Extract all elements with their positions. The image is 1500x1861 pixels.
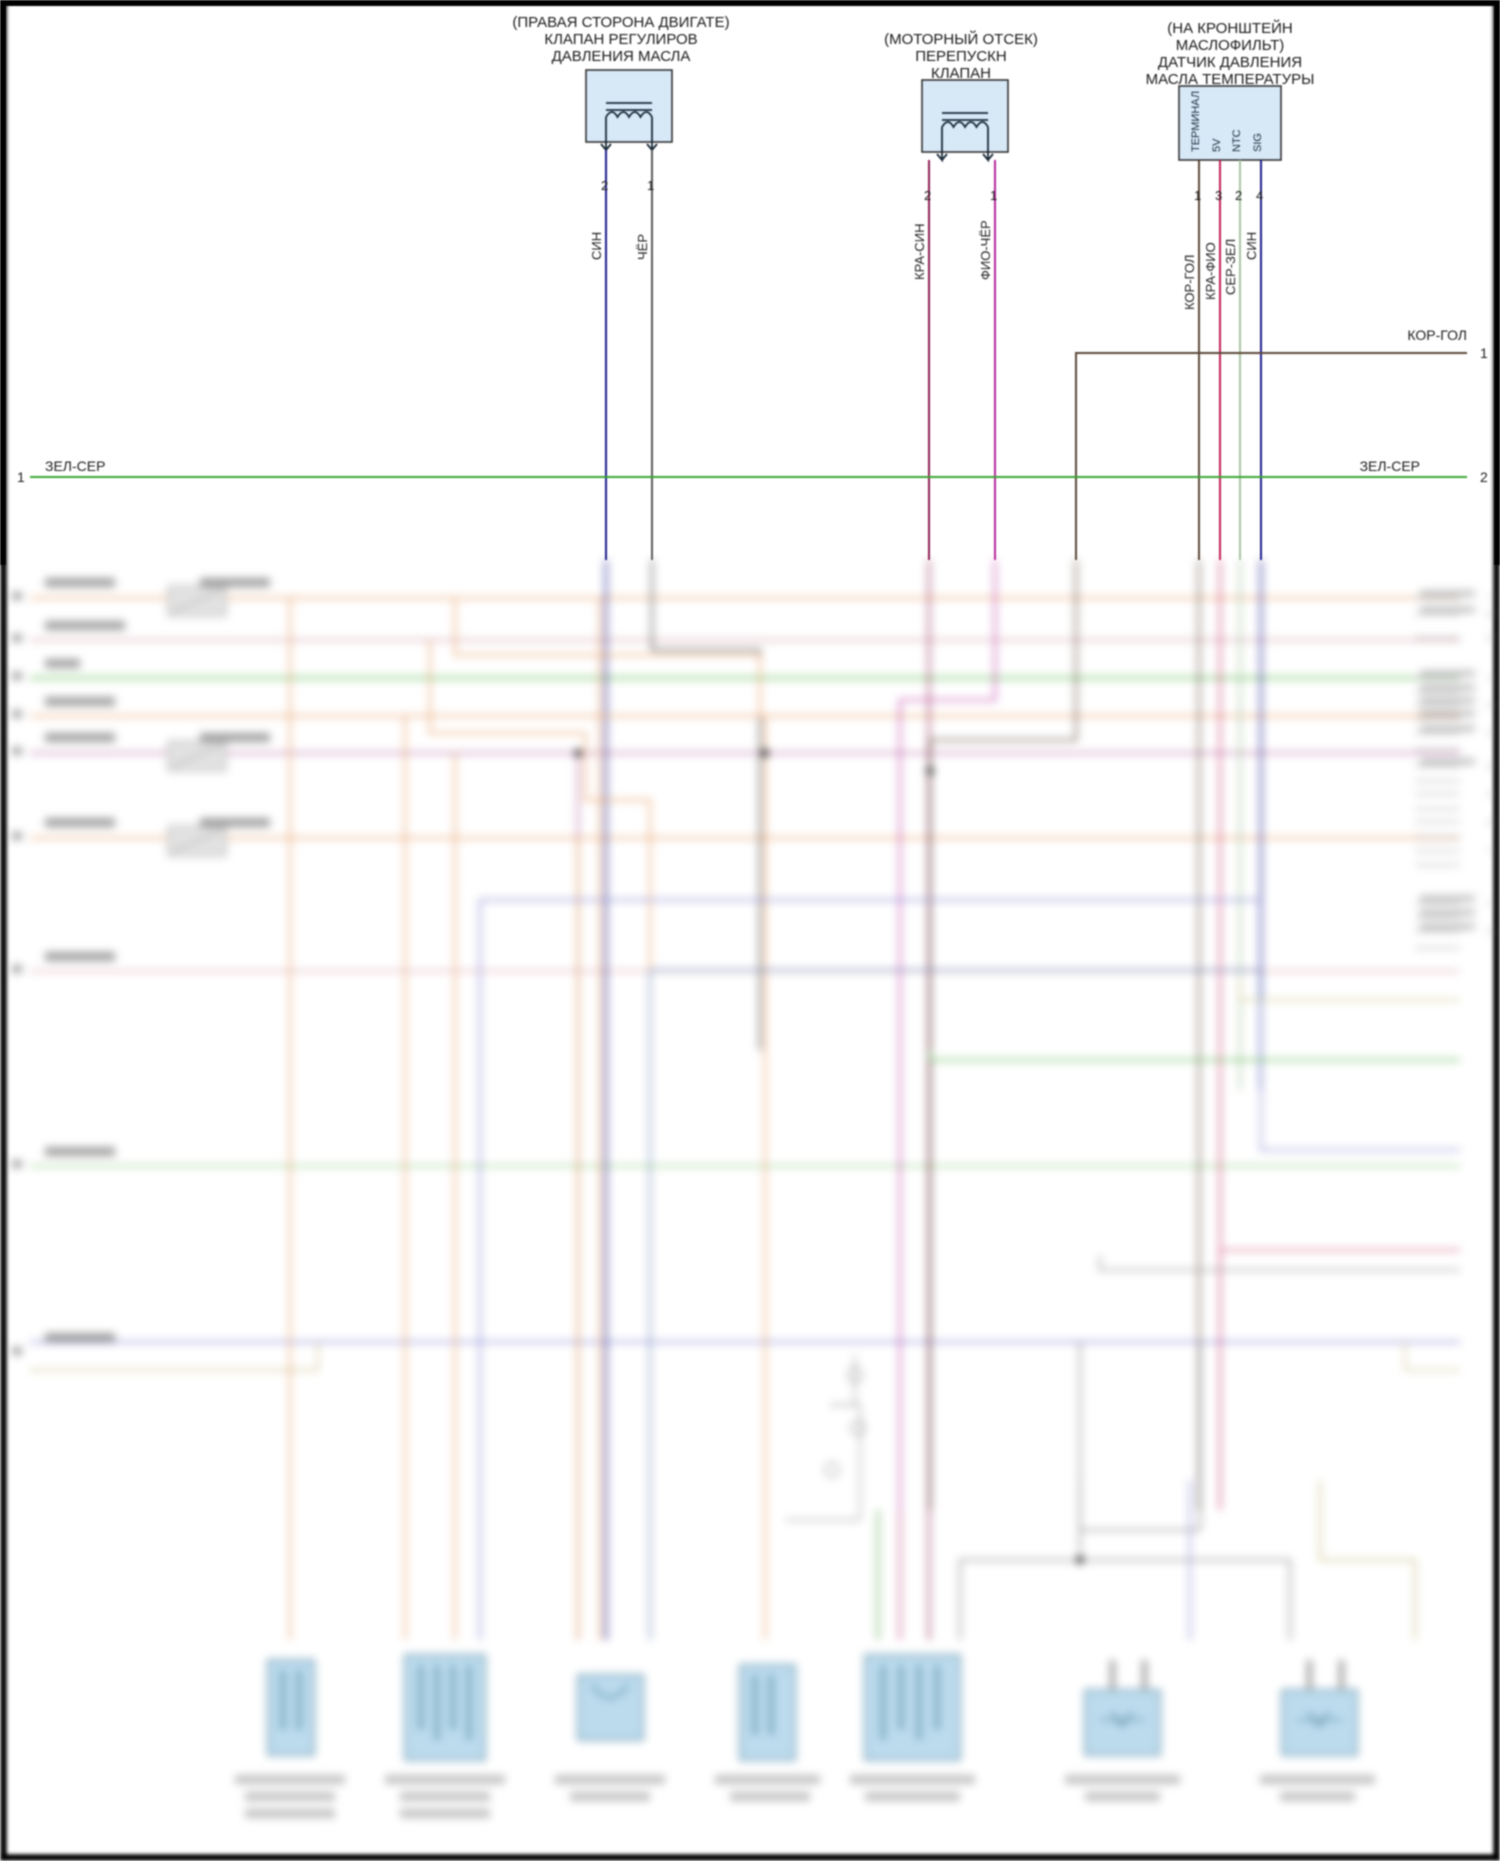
svg-text:ПЕРЕПУСКН: ПЕРЕПУСКН bbox=[915, 48, 1007, 65]
svg-text:4: 4 bbox=[1256, 188, 1263, 203]
svg-text:SIG: SIG bbox=[1252, 133, 1264, 152]
svg-text:2: 2 bbox=[1235, 188, 1242, 203]
svg-text:ДАВЛЕНИЯ МАСЛА: ДАВЛЕНИЯ МАСЛА bbox=[552, 48, 691, 65]
svg-text:5V: 5V bbox=[1211, 138, 1223, 152]
svg-text:ЗЕЛ-СЕР: ЗЕЛ-СЕР bbox=[45, 458, 105, 474]
svg-text:ДАТЧИК ДАВЛЕНИЯ: ДАТЧИК ДАВЛЕНИЯ bbox=[1158, 54, 1302, 71]
svg-text:ЗЕЛ-СЕР: ЗЕЛ-СЕР bbox=[1360, 458, 1420, 474]
svg-text:МАСЛОФИЛЬТ): МАСЛОФИЛЬТ) bbox=[1176, 37, 1285, 54]
svg-text:ТЕРМИНАЛ: ТЕРМИНАЛ bbox=[1190, 91, 1202, 152]
svg-text:КРА-СИН: КРА-СИН bbox=[912, 224, 927, 281]
svg-text:СИН: СИН bbox=[589, 232, 604, 260]
svg-text:ЧЁР: ЧЁР bbox=[635, 234, 650, 260]
svg-text:(МОТОРНЫЙ ОТСЕК): (МОТОРНЫЙ ОТСЕК) bbox=[884, 30, 1038, 48]
svg-text:2: 2 bbox=[924, 188, 931, 203]
svg-text:1: 1 bbox=[990, 188, 997, 203]
svg-text:(ПРАВАЯ СТОРОНА ДВИГАТЕ): (ПРАВАЯ СТОРОНА ДВИГАТЕ) bbox=[512, 14, 729, 31]
svg-text:КРА-ФИО: КРА-ФИО bbox=[1203, 242, 1218, 300]
svg-text:1: 1 bbox=[1194, 188, 1201, 203]
svg-text:1: 1 bbox=[1480, 345, 1488, 361]
svg-text:3: 3 bbox=[1215, 188, 1222, 203]
svg-text:2: 2 bbox=[601, 178, 608, 193]
svg-text:(НА КРОНШТЕЙН: (НА КРОНШТЕЙН bbox=[1167, 19, 1292, 37]
svg-text:NTC: NTC bbox=[1231, 129, 1243, 152]
svg-text:КОР-ГОЛ: КОР-ГОЛ bbox=[1407, 327, 1467, 343]
svg-text:2: 2 bbox=[1480, 469, 1488, 485]
svg-text:1: 1 bbox=[17, 469, 25, 485]
svg-text:КЛАПАН РЕГУЛИРОВ: КЛАПАН РЕГУЛИРОВ bbox=[544, 31, 697, 48]
svg-text:1: 1 bbox=[647, 178, 654, 193]
svg-text:КОР-ГОЛ: КОР-ГОЛ bbox=[1182, 255, 1197, 310]
svg-text:СЕР-ЗЕЛ: СЕР-ЗЕЛ bbox=[1223, 239, 1238, 295]
svg-text:ФИО-ЧЁР: ФИО-ЧЁР bbox=[978, 220, 993, 280]
svg-text:СИН: СИН bbox=[1244, 232, 1259, 260]
